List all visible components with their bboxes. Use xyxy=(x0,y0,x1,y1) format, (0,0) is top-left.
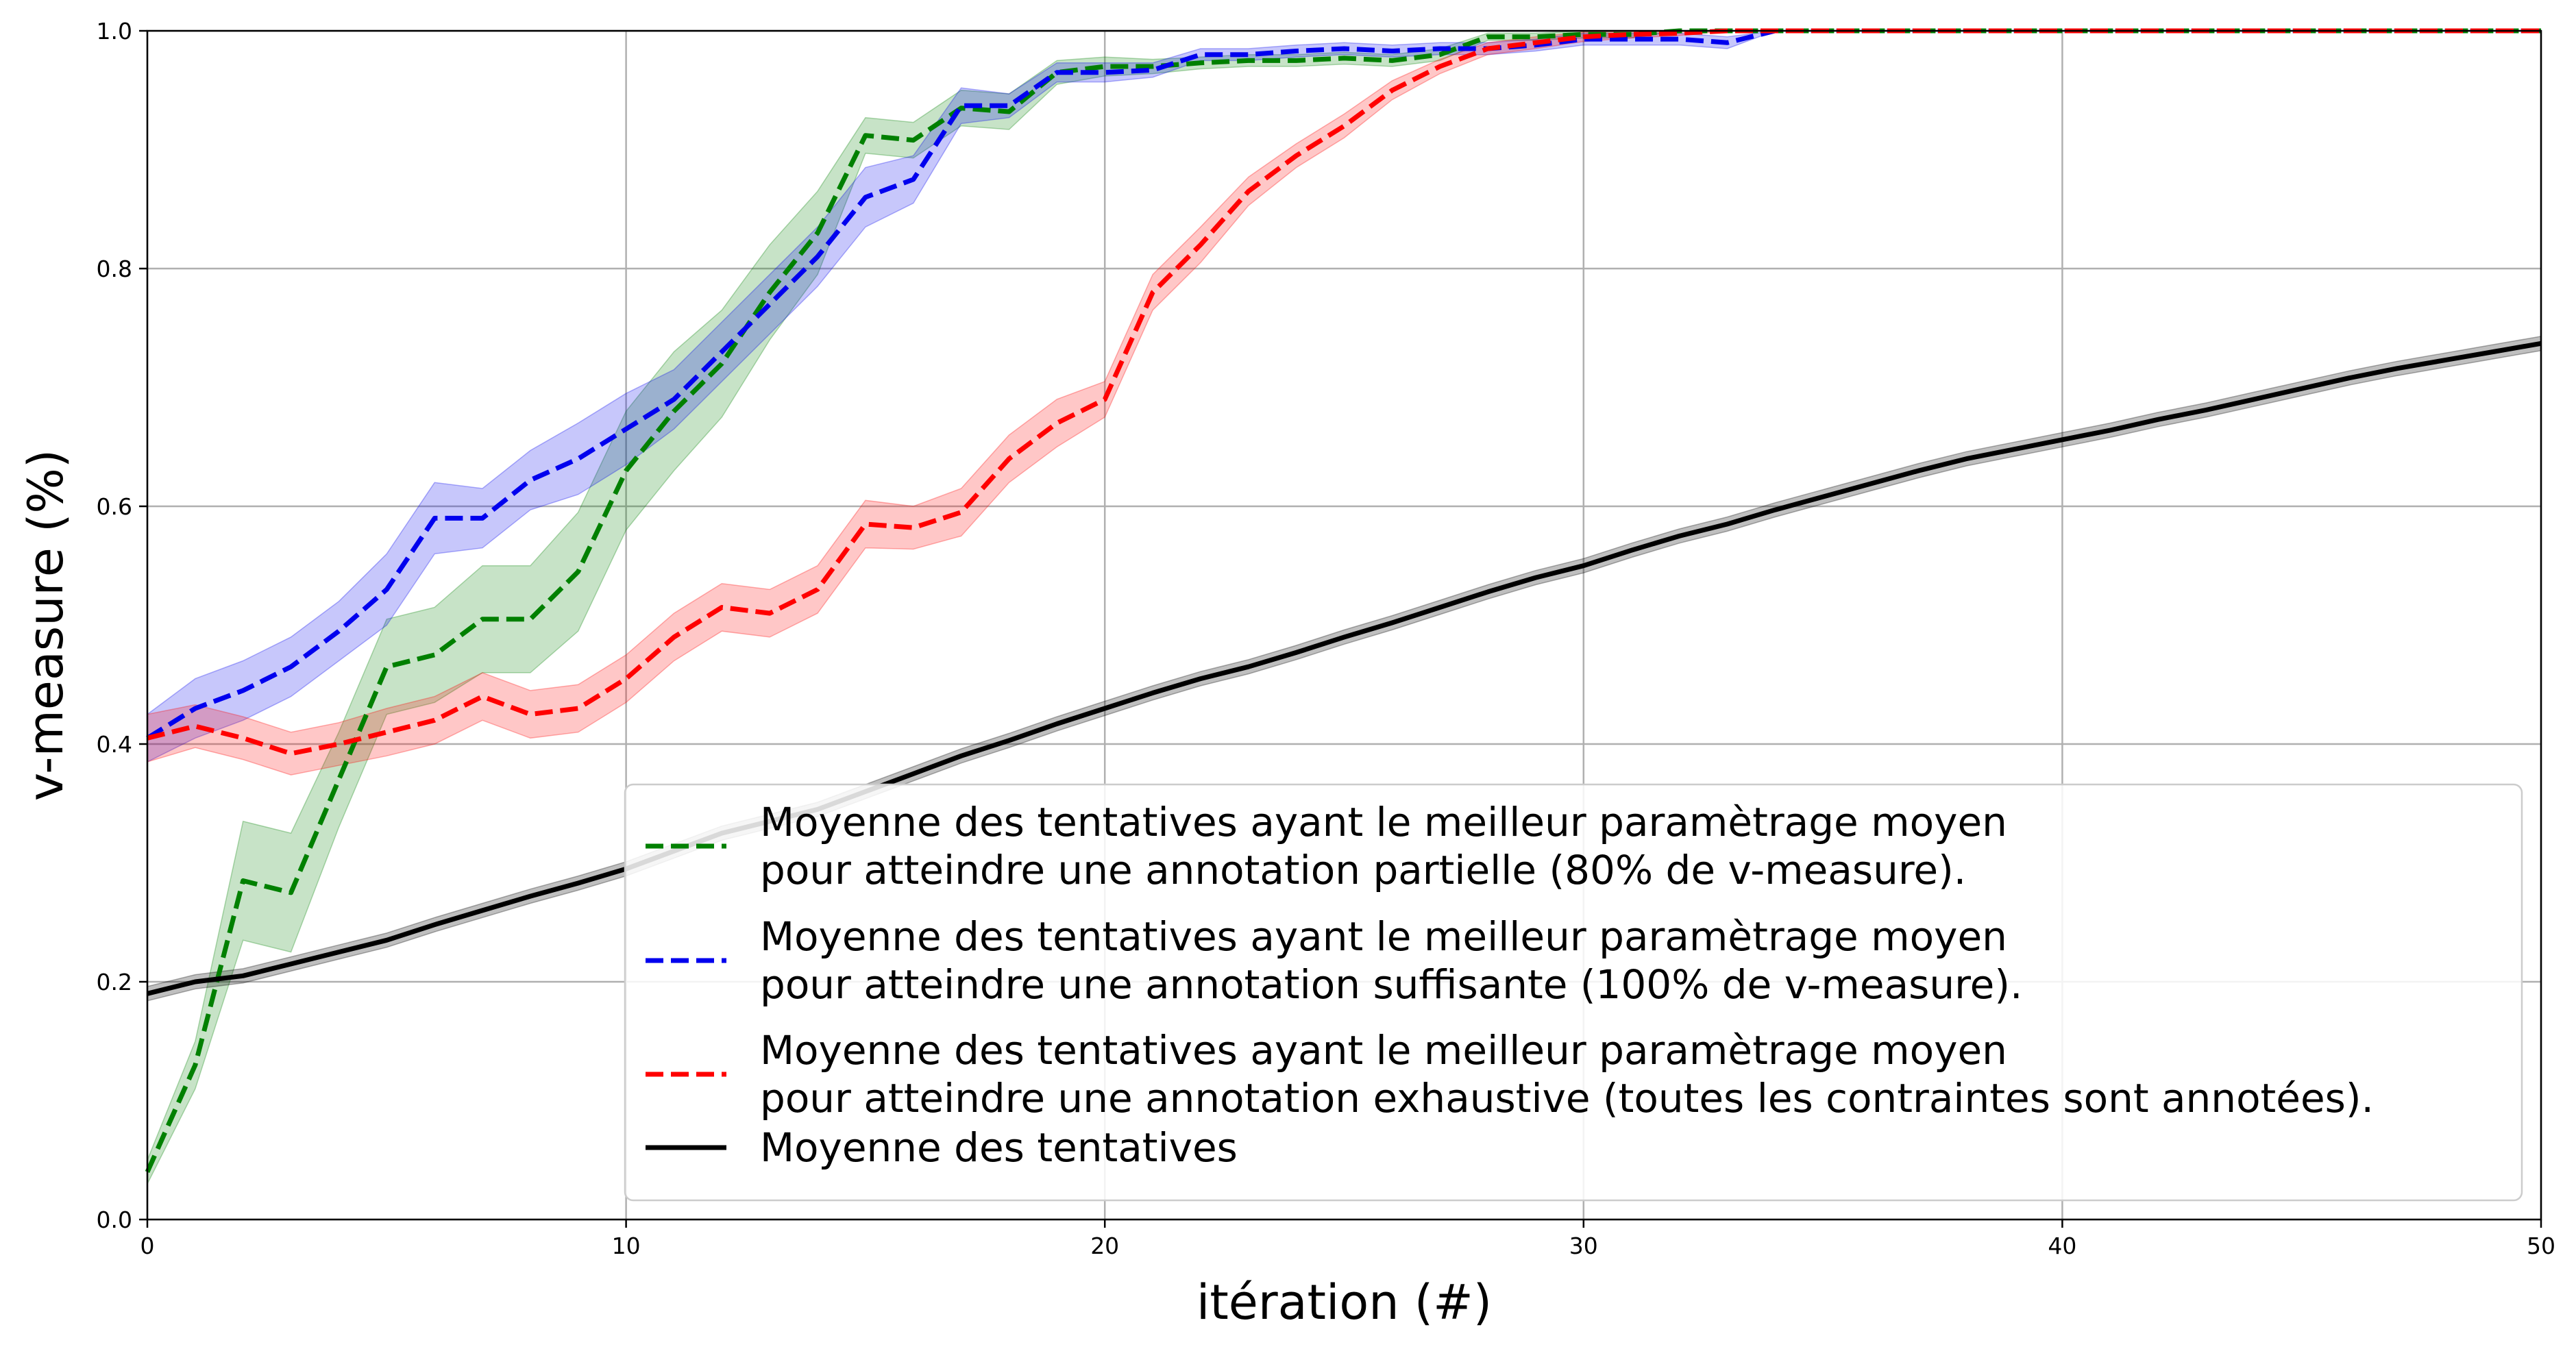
y-axis-ticks: 0.0 0.2 0.4 0.6 0.8 1.0 xyxy=(97,18,147,1233)
y-tick-label: 0.8 xyxy=(97,256,132,282)
legend-label-2: Moyenne des tentatives ayant le meilleur… xyxy=(760,913,2022,1008)
legend-label-line: Moyenne des tentatives xyxy=(760,1124,1238,1171)
x-tick-label: 10 xyxy=(612,1233,641,1259)
x-axis-label: itération (#) xyxy=(1197,1274,1492,1331)
y-tick-label: 0.0 xyxy=(97,1206,132,1233)
legend-label-4: Moyenne des tentatives xyxy=(760,1124,1238,1171)
confidence-bands xyxy=(147,30,2542,1185)
y-tick-label: 0.6 xyxy=(97,493,132,520)
legend-label-line: pour atteindre une annotation exhaustive… xyxy=(760,1075,2374,1122)
legend-label-line: pour atteindre une annotation partielle … xyxy=(760,847,1966,893)
legend-label-line: Moyenne des tentatives ayant le meilleur… xyxy=(760,799,2007,845)
x-tick-label: 40 xyxy=(2048,1233,2076,1259)
legend: Moyenne des tentatives ayant le meilleur… xyxy=(624,783,2523,1202)
x-axis-ticks: 0 10 20 30 40 50 xyxy=(140,1220,2555,1259)
legend-label-line: pour atteindre une annotation suffisante… xyxy=(760,961,2022,1008)
y-tick-label: 0.2 xyxy=(97,969,132,995)
x-tick-label: 30 xyxy=(1569,1233,1598,1259)
y-tick-label: 0.4 xyxy=(97,731,132,758)
x-tick-label: 50 xyxy=(2527,1233,2555,1259)
x-tick-label: 20 xyxy=(1090,1233,1119,1259)
series-1-line xyxy=(145,28,2541,1174)
y-axis-label: v-measure (%) xyxy=(18,449,74,801)
legend-label-1: Moyenne des tentatives ayant le meilleur… xyxy=(760,799,2007,893)
series-4-line xyxy=(147,341,2542,996)
legend-label-3: Moyenne des tentatives ayant le meilleur… xyxy=(760,1027,2374,1122)
x-tick-label: 0 xyxy=(140,1233,155,1259)
legend-label-line: Moyenne des tentatives ayant le meilleur… xyxy=(760,1027,2007,1074)
y-tick-label: 1.0 xyxy=(97,18,132,45)
legend-box xyxy=(624,783,2523,1202)
legend-label-line: Moyenne des tentatives ayant le meilleur… xyxy=(760,913,2007,960)
plot-frame xyxy=(146,29,2542,1221)
